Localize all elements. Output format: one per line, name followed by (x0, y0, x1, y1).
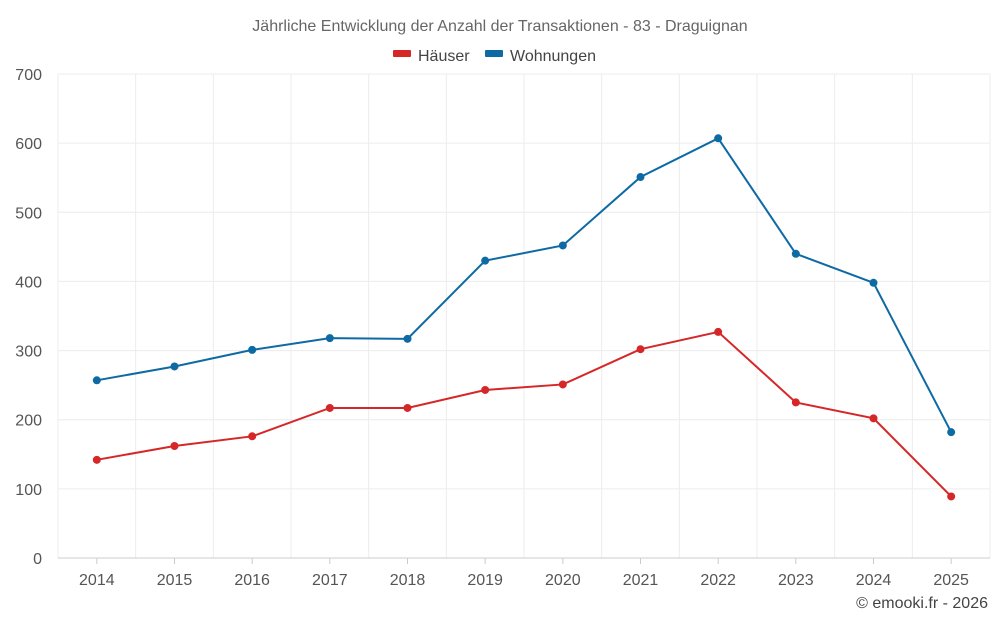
data-point-wohnungen[interactable] (714, 134, 723, 143)
data-point-wohnungen[interactable] (403, 334, 412, 343)
x-tick-label: 2024 (856, 572, 892, 589)
legend: Häuser Wohnungen (393, 48, 596, 65)
credit-text: © emooki.fr - 2026 (856, 595, 988, 612)
data-point-wohnungen[interactable] (947, 428, 956, 437)
y-tick-label: 100 (15, 482, 42, 499)
series-group (92, 134, 956, 501)
data-point-haeuser[interactable] (248, 432, 257, 441)
grid (57, 73, 991, 559)
y-tick-label: 400 (15, 274, 42, 291)
x-tick-label: 2023 (778, 572, 814, 589)
data-point-haeuser[interactable] (558, 380, 567, 389)
y-tick-label: 0 (33, 551, 42, 568)
data-point-haeuser[interactable] (403, 403, 412, 412)
data-point-wohnungen[interactable] (170, 362, 179, 371)
x-tick-label: 2022 (700, 572, 736, 589)
data-point-haeuser[interactable] (92, 455, 101, 464)
data-point-haeuser[interactable] (325, 403, 334, 412)
data-point-haeuser[interactable] (481, 385, 490, 394)
legend-swatch-wohnungen (485, 50, 503, 57)
x-tick-label: 2020 (545, 572, 581, 589)
data-point-haeuser[interactable] (714, 327, 723, 336)
data-point-wohnungen[interactable] (92, 376, 101, 385)
chart-title: Jährliche Entwicklung der Anzahl der Tra… (252, 18, 747, 35)
data-point-haeuser[interactable] (636, 345, 645, 354)
x-tick-label: 2019 (467, 572, 503, 589)
data-point-wohnungen[interactable] (636, 173, 645, 182)
data-point-wohnungen[interactable] (791, 249, 800, 258)
x-tick-label: 2015 (157, 572, 193, 589)
data-point-wohnungen[interactable] (558, 241, 567, 250)
data-point-haeuser[interactable] (869, 414, 878, 423)
series-line-haeuser (96, 330, 952, 498)
legend-item-haeuser[interactable]: Häuser (393, 48, 470, 65)
legend-label-wohnungen: Wohnungen (510, 48, 596, 65)
data-point-wohnungen[interactable] (481, 256, 490, 265)
y-tick-label: 700 (15, 67, 42, 84)
y-axis-ticks: 0 100 200 300 400 500 600 700 (15, 67, 42, 568)
legend-item-wohnungen[interactable]: Wohnungen (485, 48, 596, 65)
y-tick-label: 600 (15, 136, 42, 153)
x-tick-label: 2025 (933, 572, 969, 589)
x-tick-label: 2021 (623, 572, 659, 589)
data-point-wohnungen[interactable] (248, 345, 257, 354)
data-point-haeuser[interactable] (170, 441, 179, 450)
series-line-wohnungen (96, 137, 953, 433)
x-tick-label: 2017 (312, 572, 348, 589)
legend-swatch-haeuser (393, 50, 411, 57)
x-axis-ticks: 2014 2015 2016 2017 2018 2019 2020 2021 2022 2023… (79, 558, 969, 589)
y-tick-label: 300 (15, 344, 42, 361)
data-point-haeuser[interactable] (791, 398, 800, 407)
data-point-haeuser[interactable] (947, 492, 956, 501)
x-tick-label: 2018 (390, 572, 426, 589)
legend-label-haeuser: Häuser (418, 48, 470, 65)
y-tick-label: 500 (15, 205, 42, 222)
data-point-wohnungen[interactable] (869, 278, 878, 287)
x-tick-label: 2016 (234, 572, 270, 589)
x-tick-label: 2014 (79, 572, 115, 589)
data-point-wohnungen[interactable] (325, 334, 334, 343)
y-tick-label: 200 (15, 413, 42, 430)
